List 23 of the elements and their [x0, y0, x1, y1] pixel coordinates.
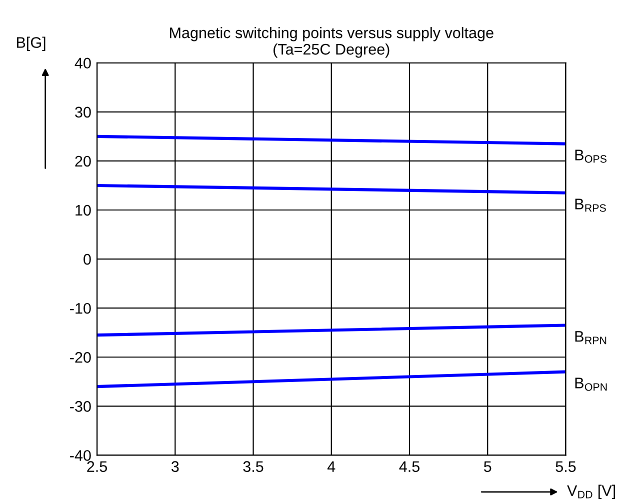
- x-tick-label: 4.5: [399, 461, 420, 472]
- x-tick-label: 5.5: [556, 461, 576, 472]
- series-label: B$_{RPN}$: [575, 331, 606, 344]
- x-tick-label: 5: [484, 461, 492, 472]
- y-tick-label: 30: [75, 106, 91, 118]
- y-tick-label: -10: [70, 302, 91, 314]
- y-tick-label: 10: [76, 204, 91, 216]
- x-tick-label: 4: [327, 461, 336, 472]
- y-tick-label: 40: [74, 58, 91, 69]
- y-tick-label: 20: [75, 156, 91, 167]
- chart-title: Magnetic switching points versus supply voltage (Ta=25C Degree): [170, 27, 494, 58]
- y-axis-title: B[G]: [17, 36, 46, 51]
- y-tick-label: -20: [70, 352, 91, 363]
- y-tick-label: 0: [84, 254, 91, 265]
- y-tick-label: -30: [70, 401, 91, 412]
- series-label: B$_{OPN}$: [575, 378, 607, 391]
- x-tick-label: 2.5: [87, 461, 107, 472]
- y-tick-label: -40: [70, 450, 91, 461]
- series-label: B$_{RPS}$: [575, 198, 606, 212]
- series-label: B$_{OPS}$: [575, 150, 606, 163]
- x-tick-label: 3.5: [243, 461, 264, 472]
- x-tick-label: 3: [171, 461, 179, 472]
- x-axis-title: V$_{DD}$ [V]: [567, 484, 616, 499]
